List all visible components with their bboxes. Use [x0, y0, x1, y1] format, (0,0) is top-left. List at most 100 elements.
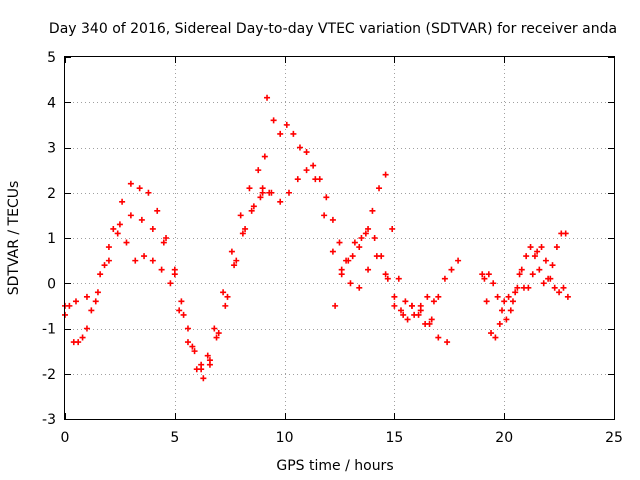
data-point	[523, 253, 530, 260]
data-point	[171, 271, 178, 278]
series-arc-5	[259, 167, 451, 346]
data-point	[509, 298, 516, 305]
data-point	[136, 185, 143, 192]
data-point	[237, 212, 244, 219]
y-tick-label: 1	[47, 231, 56, 247]
data-point	[189, 343, 196, 350]
data-point	[536, 266, 543, 273]
y-tick-label: -2	[42, 367, 56, 383]
data-point	[551, 284, 558, 291]
data-point	[525, 284, 532, 291]
data-point	[66, 302, 73, 309]
data-point	[178, 298, 185, 305]
data-point	[389, 225, 396, 232]
data-point	[560, 284, 567, 291]
data-point	[384, 275, 391, 282]
data-point	[88, 307, 95, 314]
data-point	[514, 284, 521, 291]
data-point	[215, 330, 222, 337]
data-point	[424, 293, 431, 300]
data-point	[105, 244, 112, 251]
data-point	[512, 289, 519, 296]
data-point	[417, 302, 424, 309]
data-point	[310, 162, 317, 169]
y-axis-label: SDTVAR / TECUs	[6, 181, 22, 296]
data-point	[505, 293, 512, 300]
data-point	[556, 289, 563, 296]
tick-labels: 0 5 10 15 20 25 -3 -2 -1 0 1 2 3 4 5	[42, 50, 623, 446]
data-point	[101, 262, 108, 269]
data-point	[411, 311, 418, 318]
data-point	[200, 375, 207, 382]
x-axis-label: GPS time / hours	[276, 458, 393, 474]
x-tick-label: 5	[170, 430, 179, 446]
data-point	[488, 330, 495, 337]
data-point	[83, 293, 90, 300]
data-point	[329, 248, 336, 255]
data-point	[448, 266, 455, 273]
data-point	[365, 266, 372, 273]
data-point	[261, 153, 268, 160]
data-point	[527, 244, 534, 251]
plot-frame	[64, 56, 615, 420]
data-point	[538, 244, 545, 251]
y-tick-label: -1	[42, 322, 56, 338]
x-tick-label: 15	[385, 430, 403, 446]
data-point	[285, 189, 292, 196]
data-point	[123, 239, 130, 246]
data-point	[79, 334, 86, 341]
data-point	[138, 216, 145, 223]
x-tick-label: 0	[61, 430, 70, 446]
y-tick-label: 2	[47, 186, 56, 202]
data-point	[184, 339, 191, 346]
data-point	[231, 262, 238, 269]
data-point	[277, 130, 284, 137]
data-point	[296, 144, 303, 151]
data-point	[180, 311, 187, 318]
data-point	[362, 230, 369, 237]
data-point	[94, 289, 101, 296]
data-point	[444, 339, 451, 346]
data-point	[323, 194, 330, 201]
data-point	[402, 298, 409, 305]
data-point	[329, 216, 336, 223]
data-point	[246, 185, 253, 192]
data-point	[255, 167, 262, 174]
data-point	[149, 225, 156, 232]
series-arc-6	[332, 225, 437, 323]
data-point	[531, 253, 538, 260]
data-point	[490, 280, 497, 287]
data-point	[259, 185, 266, 192]
data-point	[356, 244, 363, 251]
data-point	[184, 325, 191, 332]
data-point	[167, 280, 174, 287]
data-point	[349, 253, 356, 260]
data-point	[163, 235, 170, 241]
data-point	[404, 316, 411, 323]
data-point	[321, 212, 328, 219]
data-point	[145, 189, 152, 196]
data-point	[501, 298, 508, 305]
data-point	[435, 334, 442, 341]
data-point	[507, 307, 514, 314]
data-point	[479, 271, 486, 278]
data-point	[176, 307, 183, 314]
data-point	[233, 257, 240, 264]
data-point	[92, 298, 99, 305]
data-point	[400, 311, 407, 318]
data-point	[395, 275, 402, 282]
data-point	[408, 302, 415, 309]
data-point	[358, 235, 365, 241]
grid	[65, 57, 614, 419]
data-point	[562, 230, 569, 237]
data-point	[547, 275, 554, 282]
data-point	[378, 253, 385, 260]
x-tick-label: 20	[495, 430, 513, 446]
data-point	[369, 207, 376, 214]
data-point	[294, 176, 301, 183]
data-point	[127, 212, 134, 219]
data-point	[264, 94, 271, 101]
data-point	[72, 298, 79, 305]
data-point	[529, 271, 536, 278]
data-point	[141, 253, 148, 260]
